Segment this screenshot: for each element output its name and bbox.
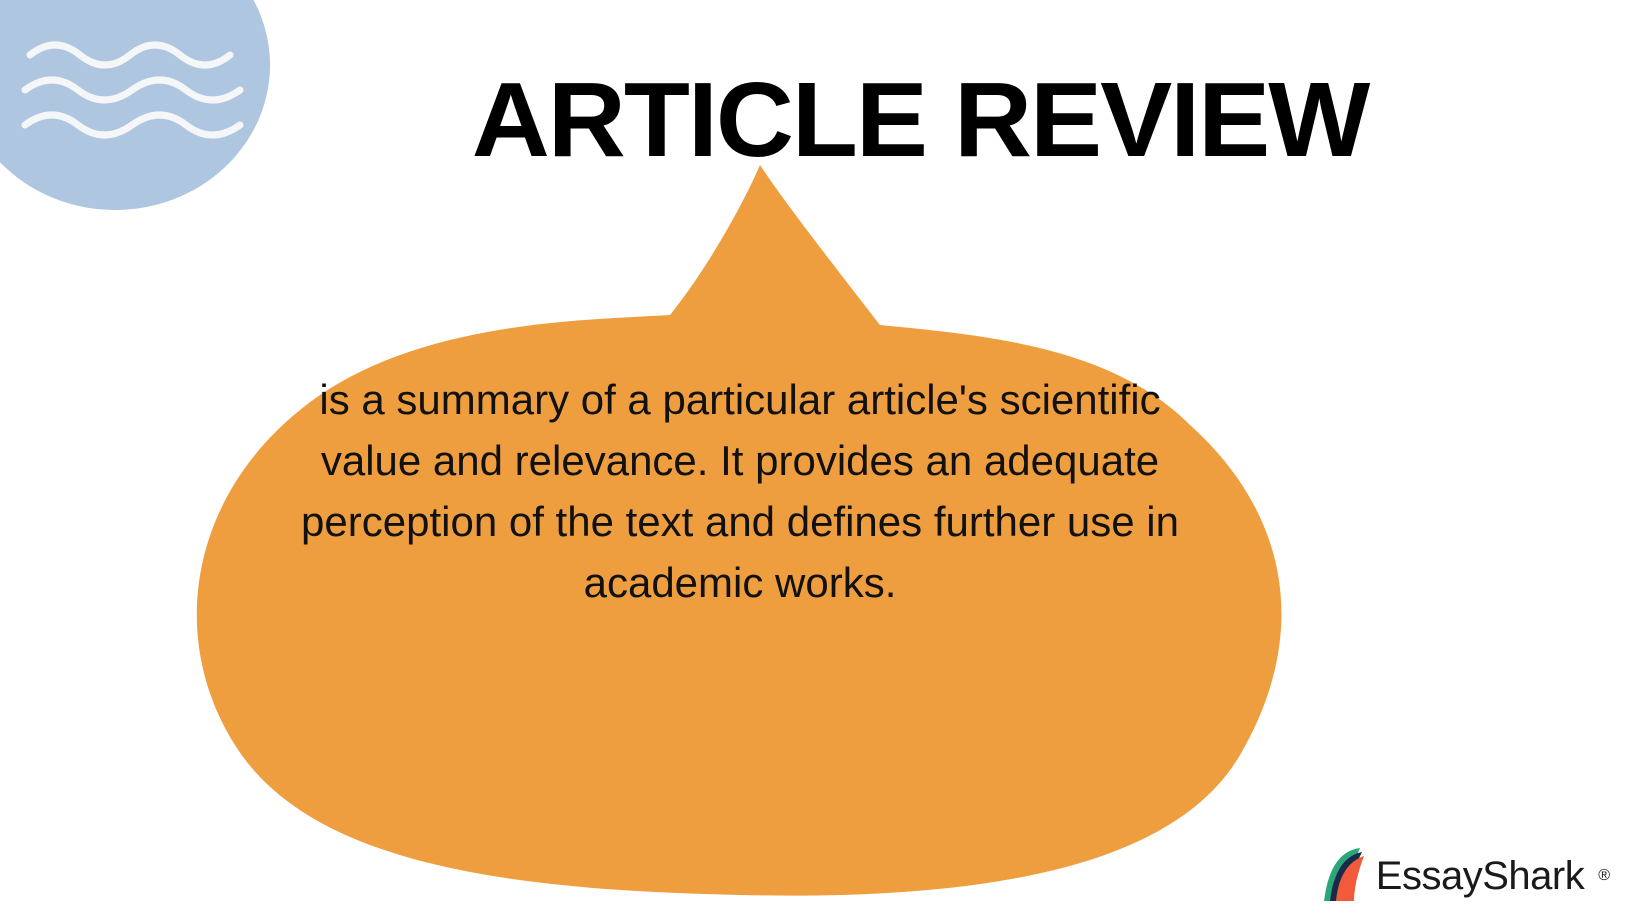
wavy-lines-icon [20,30,250,150]
registered-mark: ® [1598,867,1610,885]
page-title: ARTICLE REVIEW [359,60,1481,181]
shark-fin-icon [1318,846,1366,906]
definition-text: is a summary of a particular article's s… [280,370,1200,614]
brand-logo: EssayShark ® [1318,846,1610,906]
brand-name: EssayShark [1376,854,1584,899]
speech-blob: is a summary of a particular article's s… [180,165,1300,905]
